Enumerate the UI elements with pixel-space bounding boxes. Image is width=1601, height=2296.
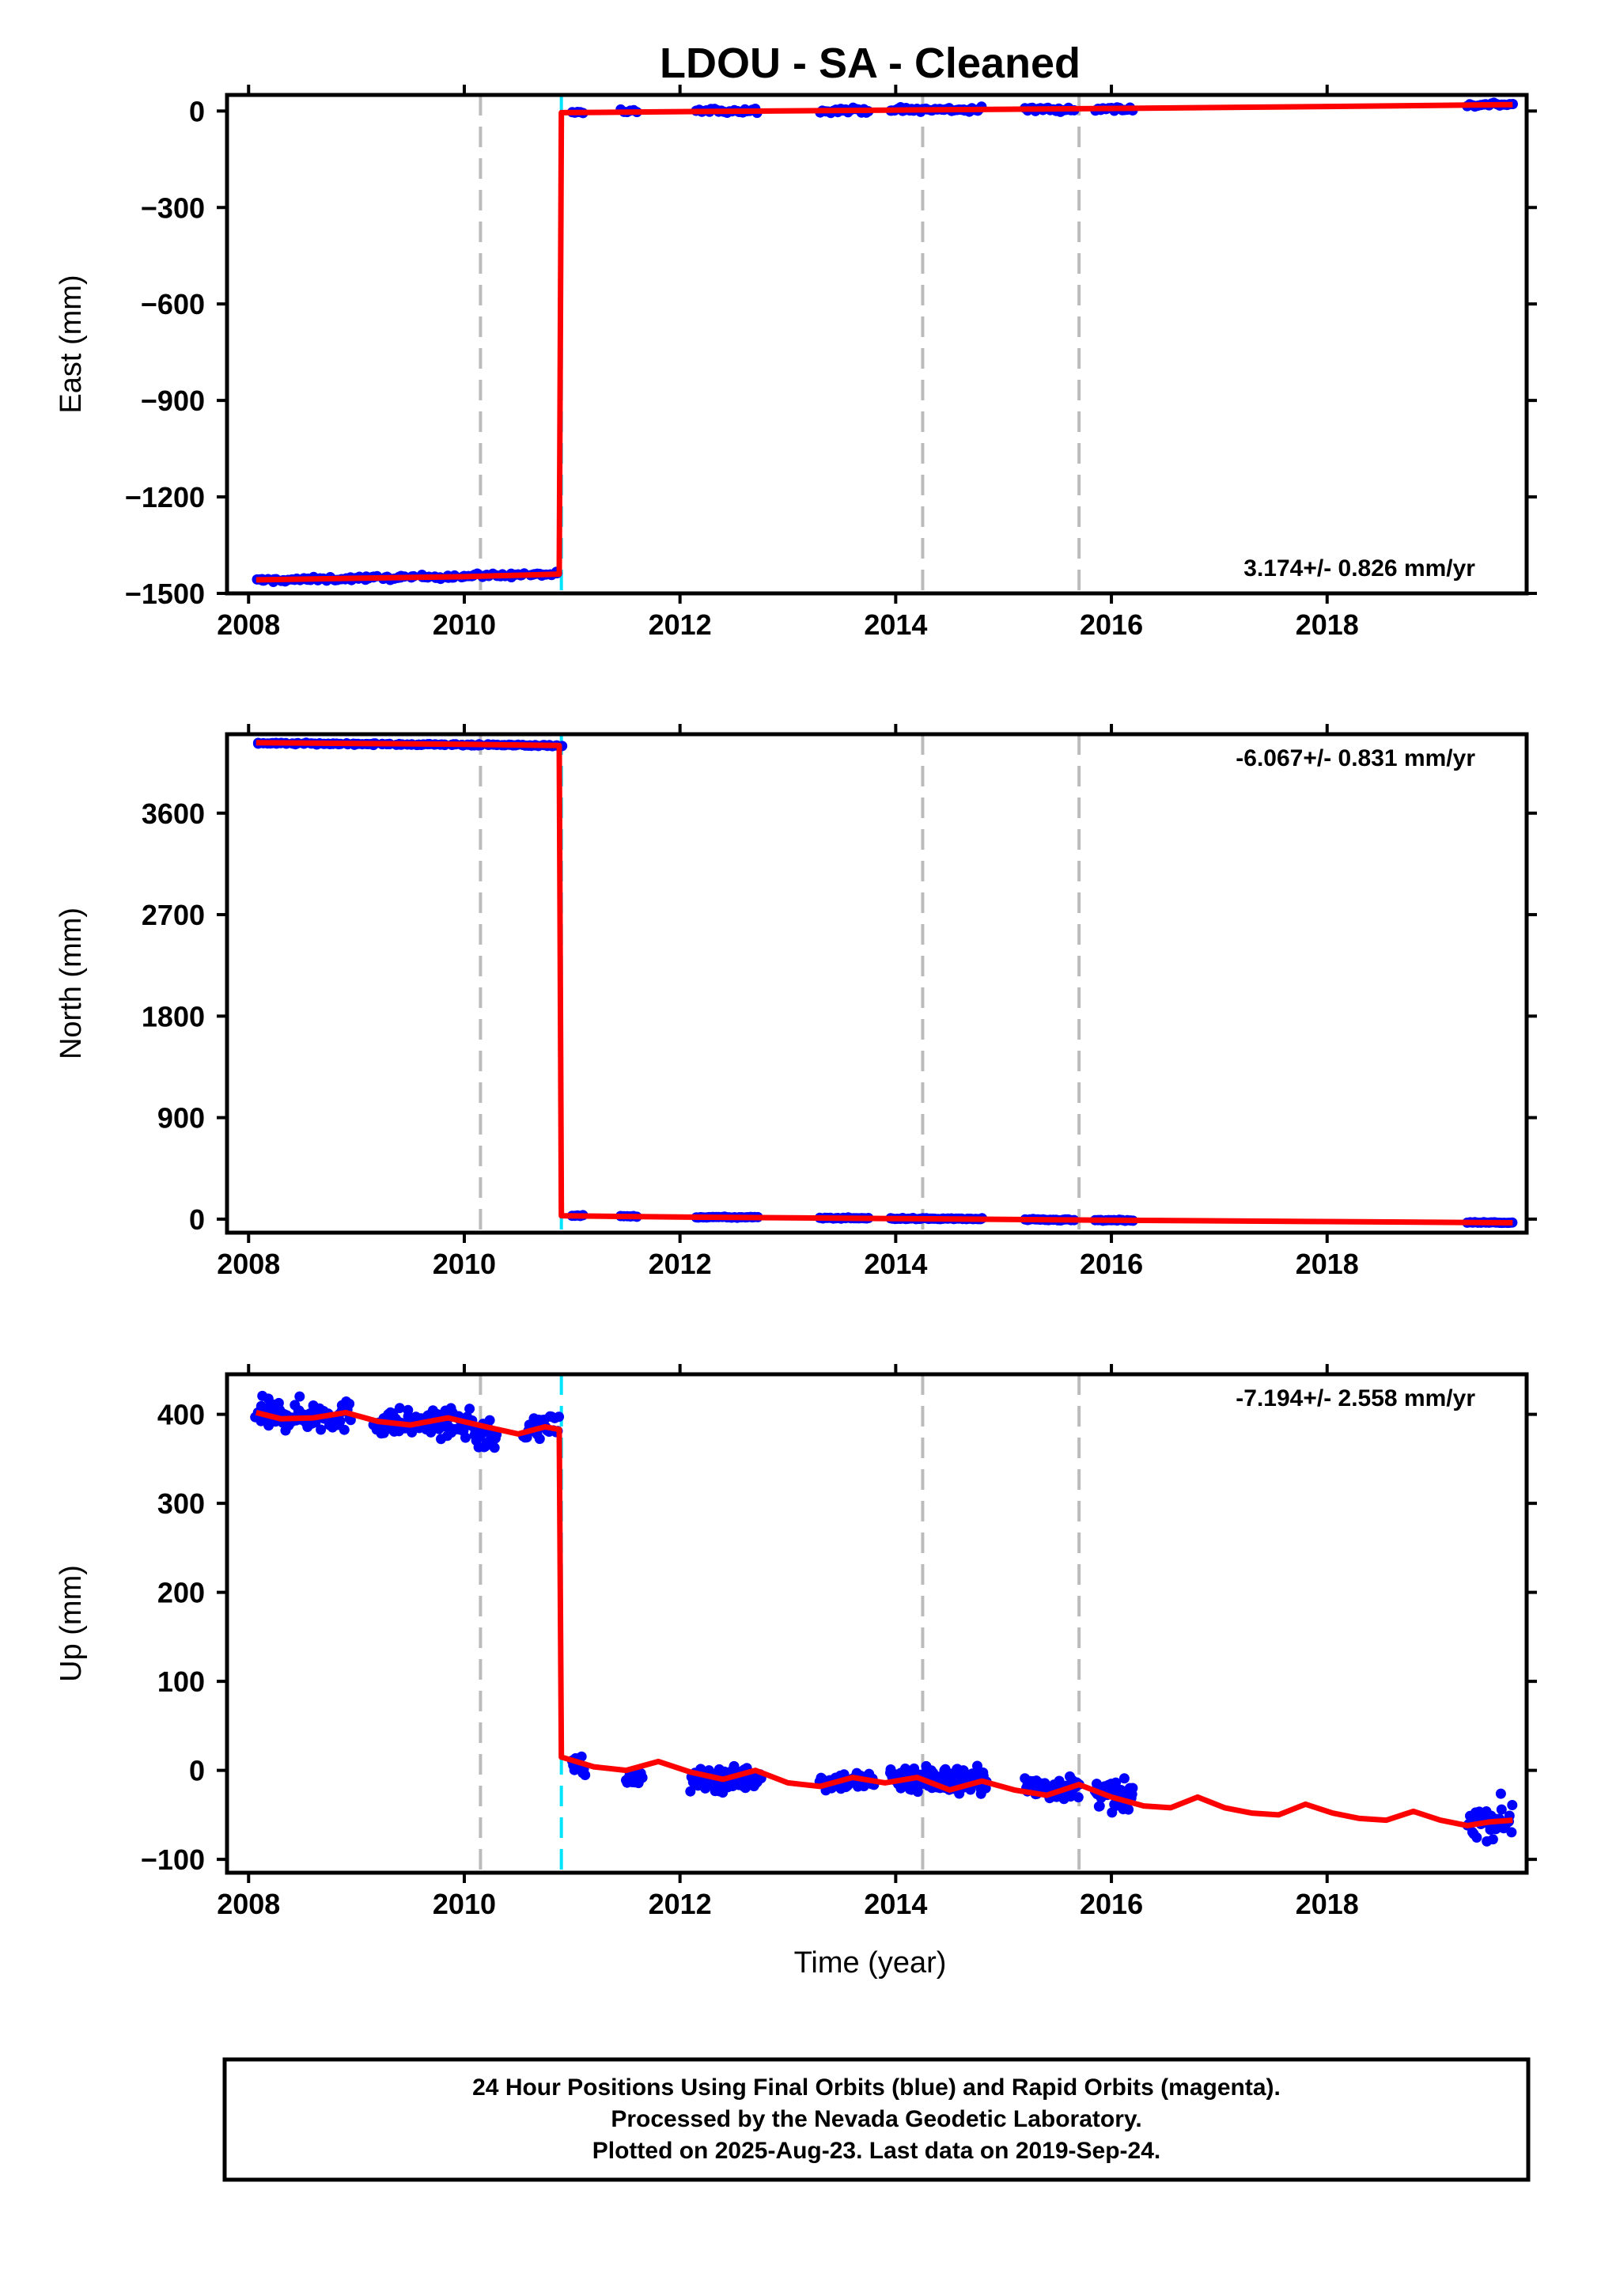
y-tick-label: 1800 (142, 1000, 205, 1032)
data-point (1094, 1801, 1105, 1812)
y-tick-label: −100 (141, 1843, 205, 1876)
data-point (489, 1442, 500, 1453)
x-tick-label: 2014 (864, 1888, 927, 1920)
x-tick-label: 2008 (217, 608, 280, 641)
x-tick-label: 2010 (433, 1248, 496, 1280)
data-point (339, 1424, 350, 1435)
x-tick-label: 2018 (1296, 608, 1359, 641)
data-point (316, 1424, 327, 1435)
data-point (1127, 1783, 1138, 1794)
model-fit-line (255, 101, 1513, 583)
north-panel: 2008 2010 2012 2014 2016 2018 3600 2700 1800 900 0… (55, 724, 1537, 1280)
y-tick-label: −1500 (125, 578, 205, 610)
velocity-estimate-label: 3.174+/- 0.826 mm/yr (1243, 555, 1475, 582)
data-point (1065, 1791, 1076, 1802)
x-tick-label: 2016 (1080, 1888, 1143, 1920)
model-fit-line (255, 740, 1513, 1226)
data-point (912, 1786, 923, 1798)
data-point (1507, 1800, 1518, 1810)
x-tick-label: 2016 (1080, 608, 1143, 641)
x-tick-label: 2008 (217, 1888, 280, 1920)
y-tick-label: 300 (157, 1487, 205, 1520)
y-tick-label: 3600 (142, 798, 205, 830)
y-tick-label: 0 (189, 1203, 205, 1236)
plot-frame (225, 732, 1529, 1235)
y-tick-label: 0 (189, 95, 205, 127)
data-point (580, 1770, 591, 1780)
plot-frame (225, 1372, 1529, 1875)
data-point (464, 1404, 475, 1415)
velocity-estimate-label: -6.067+/- 0.831 mm/yr (1236, 745, 1475, 771)
y-axis-label: North (mm) (55, 907, 88, 1059)
y-tick-label: 900 (157, 1102, 205, 1135)
footer-box: 24 Hour Positions Using Final Orbits (bl… (222, 2057, 1531, 2182)
y-tick-label: −900 (141, 385, 205, 417)
x-tick-label: 2010 (433, 608, 496, 641)
plot-frame (225, 93, 1529, 596)
figure-title: LDOU - SA - Cleaned (660, 40, 1081, 87)
x-tick-label: 2018 (1296, 1248, 1359, 1280)
y-axis-label: Up (mm) (55, 1565, 88, 1682)
velocity-estimate-label: -7.194+/- 2.558 mm/yr (1236, 1385, 1475, 1411)
footer-line-3: Plotted on 2025-Aug-23. Last data on 201… (592, 2138, 1161, 2164)
footer-line-1: 24 Hour Positions Using Final Orbits (bl… (472, 2074, 1281, 2101)
data-point (576, 1751, 587, 1762)
east-panel: 2008 2010 2012 2014 2016 2018 0 −300 −600 −900 −12… (55, 85, 1537, 641)
data-points (252, 737, 1518, 1229)
x-tick-label: 2018 (1296, 1888, 1359, 1920)
x-tick-label: 2014 (864, 1248, 927, 1280)
model-fit-line (255, 1409, 1513, 1828)
x-tick-label: 2014 (864, 608, 927, 641)
y-tick-label: −300 (141, 191, 205, 224)
y-tick-label: 0 (189, 1755, 205, 1787)
footer-frame (222, 2057, 1531, 2182)
y-tick-label: 400 (157, 1399, 205, 1431)
data-point (685, 1786, 696, 1797)
data-point (344, 1398, 355, 1409)
y-tick-label: −600 (141, 288, 205, 320)
data-point (1506, 1827, 1517, 1838)
up-panel: 2008 2010 2012 2014 2016 2018 400 300 200 100 0 −10… (55, 1364, 1537, 1920)
data-point (394, 1403, 405, 1414)
x-tick-label: 2010 (433, 1888, 496, 1920)
x-tick-label: 2012 (649, 1888, 712, 1920)
data-point (484, 1415, 495, 1426)
footer-line-2: Processed by the Nevada Geodetic Laborat… (611, 2106, 1141, 2132)
y-axis-label: East (mm) (55, 275, 88, 413)
data-point (1118, 1773, 1130, 1784)
y-tick-label: 200 (157, 1577, 205, 1609)
data-point (1471, 1832, 1482, 1843)
data-point (637, 1772, 648, 1783)
data-point (294, 1391, 305, 1402)
data-points (252, 97, 1518, 587)
y-tick-label: 2700 (142, 899, 205, 931)
data-point (1073, 1792, 1084, 1803)
x-tick-label: 2016 (1080, 1248, 1143, 1280)
data-point (460, 1432, 471, 1443)
data-point (1495, 1788, 1506, 1799)
data-point (1496, 1804, 1507, 1815)
y-tick-label: −1200 (125, 481, 205, 513)
x-tick-label: 2012 (649, 1248, 712, 1280)
data-point (972, 1760, 982, 1771)
data-point (554, 1411, 565, 1423)
x-tick-label: 2008 (217, 1248, 280, 1280)
x-axis-label: Time (year) (794, 1946, 947, 1980)
data-point (1487, 1834, 1498, 1845)
y-tick-label: 100 (157, 1665, 205, 1698)
data-point (534, 1434, 545, 1445)
data-point (335, 1415, 346, 1426)
data-points (250, 1390, 1518, 1847)
x-tick-label: 2012 (649, 608, 712, 641)
data-point (1123, 1804, 1134, 1815)
